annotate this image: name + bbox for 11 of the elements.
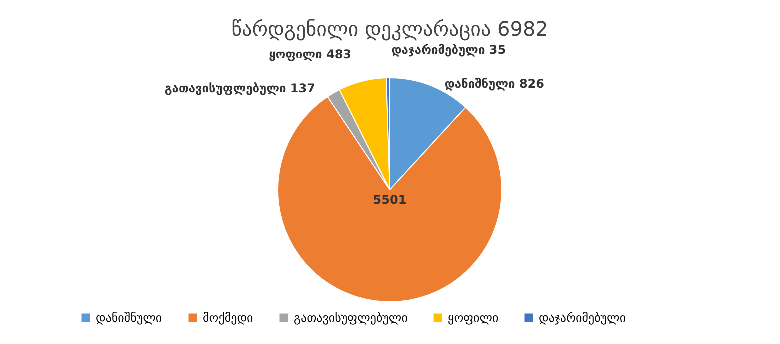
legend-label: დაჯარიმებული <box>539 311 626 325</box>
data-label: ყოფილი 483 <box>269 47 352 62</box>
data-label: დანიშნული 826 <box>444 77 545 92</box>
data-label: 5501 <box>373 193 407 207</box>
legend-label: მოქმედი <box>203 311 254 325</box>
legend-label: დანიშნული <box>96 311 162 325</box>
legend-label: ყოფილი <box>448 311 499 325</box>
data-label: გათავისუფლებული 137 <box>164 81 316 96</box>
legend-label: გათავისუფლებული <box>294 311 408 325</box>
chart-title: წარდგენილი დეკლარაცია 6982 <box>232 17 548 41</box>
data-label: დაჯარიმებული 35 <box>392 43 506 58</box>
